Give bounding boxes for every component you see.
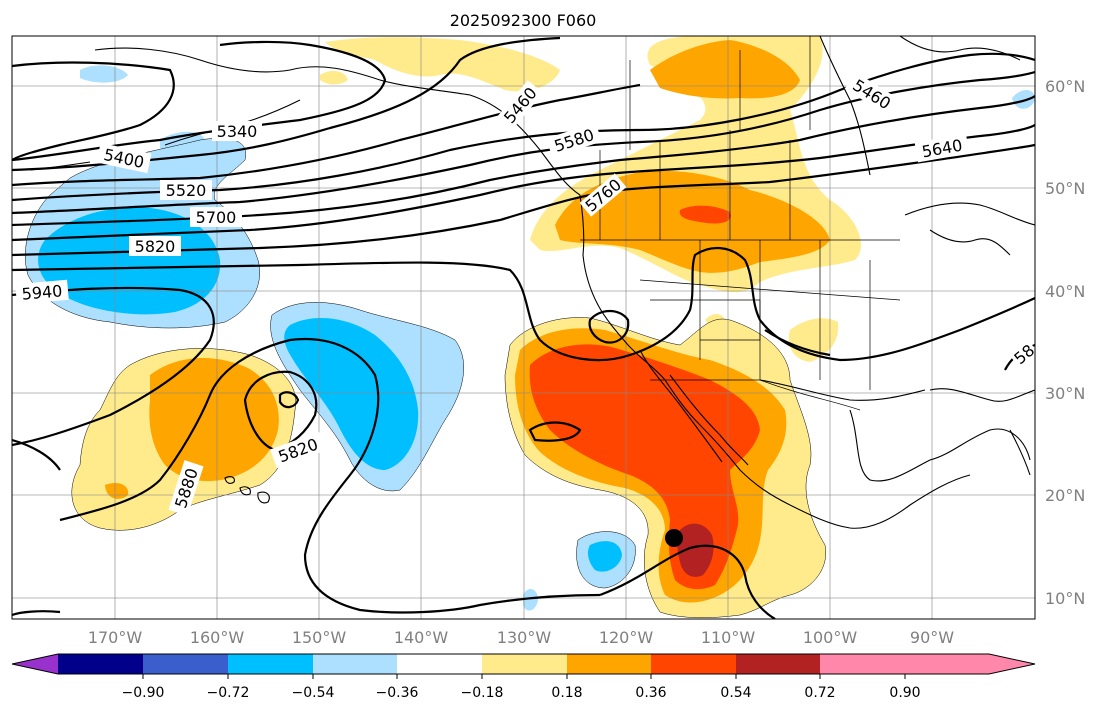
lon-tick-label: 120°W: [599, 628, 654, 647]
colorbar-tick-labels: −0.90 −0.72 −0.54 −0.36 −0.18 0.18 0.36 …: [122, 685, 921, 701]
colorbar-segment: [228, 654, 313, 674]
positive-anomaly-bering-west: [320, 70, 348, 85]
lon-tick-label: 90°W: [910, 628, 954, 647]
positive-anomaly-core-canada: [555, 170, 830, 273]
lat-tick-label: 50°N: [1045, 179, 1085, 198]
positive-anomaly-core-yukon: [650, 40, 800, 99]
lon-tick-label: 160°W: [190, 628, 245, 647]
lon-tick-label: 170°W: [88, 628, 143, 647]
lat-tick-label: 20°N: [1045, 486, 1085, 505]
negative-anomaly-small-alaska: [80, 65, 128, 83]
colorbar-tick-label: −0.72: [207, 685, 250, 701]
colorbar-tick-label: 0.36: [635, 685, 666, 701]
lat-tick-label: 30°N: [1045, 384, 1085, 403]
positive-anomaly-bering: [325, 37, 560, 92]
colorbar-segment: [820, 654, 905, 674]
contour-label-5520: 5520: [160, 180, 212, 200]
colorbar-segment: [482, 654, 567, 674]
colorbar-tick-label: 0.90: [889, 685, 920, 701]
colorbar: −0.90 −0.72 −0.54 −0.36 −0.18 0.18 0.36 …: [11, 653, 1036, 701]
contour-label-text: 5820: [135, 237, 176, 256]
longitude-axis: 170°W 160°W 150°W 140°W 130°W 120°W 110°…: [88, 628, 954, 647]
contour-label-5820-north: 5820: [129, 236, 181, 256]
lat-tick-label: 60°N: [1045, 77, 1085, 96]
positive-anomaly-core-sw-canada-red: [679, 205, 731, 224]
contour-label-5640: 5640: [914, 133, 970, 163]
lon-tick-label: 110°W: [701, 628, 756, 647]
anomaly-shading: [25, 36, 1035, 618]
negative-anomaly-hudson: [1012, 90, 1035, 109]
colorbar-segment: [567, 654, 651, 674]
map-panel: 5340 5400 5520 5700 5820: [11, 35, 1036, 620]
colorbar-outline: [11, 653, 1036, 675]
map-frame: [11, 35, 1036, 620]
colorbar-segment: [313, 654, 397, 674]
colorbar-segment: [397, 654, 482, 674]
contour-label-5340: 5340: [212, 121, 262, 141]
colorbar-tick-label: 0.18: [551, 685, 582, 701]
contour-label-5700: 5700: [190, 207, 242, 227]
colorbar-ticks: [142, 674, 906, 679]
lon-tick-label: 150°W: [292, 628, 347, 647]
figure-title: 2025092300 F060: [450, 11, 597, 30]
lon-tick-label: 130°W: [497, 628, 552, 647]
negative-anomaly-east-pacific-core: [587, 541, 622, 572]
colorbar-tick-label: −0.54: [292, 685, 335, 701]
colorbar-tick-label: −0.18: [461, 685, 504, 701]
lon-tick-label: 140°W: [394, 628, 449, 647]
colorbar-tick-label: 0.54: [720, 685, 751, 701]
colorbar-extend-low: [12, 654, 58, 674]
colorbar-segment: [58, 654, 143, 674]
colorbar-tick-label: 0.72: [804, 685, 835, 701]
political-borders: [580, 36, 901, 411]
lat-tick-label: 10°N: [1045, 589, 1085, 608]
contour-label-text: 5940: [21, 281, 63, 303]
contour-label-text: 5340: [217, 122, 258, 141]
colorbar-tick-label: −0.90: [122, 685, 165, 701]
storm-center-marker: [665, 529, 683, 547]
contour-label-text: 5520: [166, 181, 207, 200]
colorbar-segment: [651, 654, 736, 674]
contour-label-text: 5700: [196, 208, 237, 227]
negative-anomaly-tiny: [523, 588, 538, 611]
coastlines: [29, 36, 1035, 529]
colorbar-tick-label: −0.36: [376, 685, 419, 701]
lon-tick-label: 100°W: [803, 628, 858, 647]
positive-anomaly-core-darkred: [677, 523, 714, 577]
latitude-axis: 60°N 50°N 40°N 30°N 20°N 10°N: [1045, 77, 1085, 608]
colorbar-extend-high: [905, 654, 1035, 674]
lat-tick-label: 40°N: [1045, 282, 1085, 301]
colorbar-segment: [143, 654, 228, 674]
colorbar-segment: [736, 654, 820, 674]
contour-label-5940: 5940: [15, 279, 69, 305]
negative-anomaly-core-central-pacific: [284, 317, 419, 470]
